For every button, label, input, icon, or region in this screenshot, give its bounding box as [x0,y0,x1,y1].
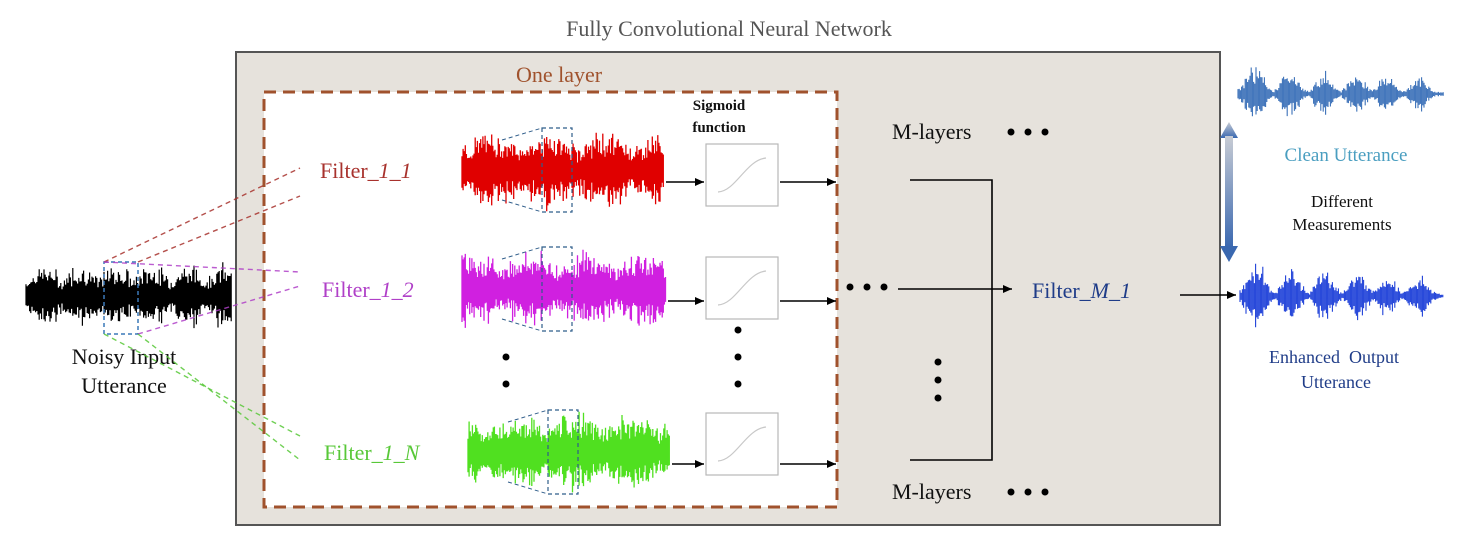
filter-label-2: Filter_1_2 [322,277,414,302]
layer-label-backdrop [520,62,638,90]
measurements-label-line1: Different [1311,192,1373,211]
sigmoid-curve-icon [717,426,767,462]
filter-row-3: Filter_1_N [324,409,836,495]
measurements-label-line2: Measurements [1292,215,1391,234]
middle-vertical-dots [934,358,942,402]
m-layers-top-dots [1007,128,1049,136]
filter-window-box [541,246,573,332]
enhanced-output-label-line2: Utterance [1301,372,1371,392]
filter-label-suffix: _1_2 [369,277,414,302]
vertical-dots-sigmoid [734,326,742,388]
filter-label-suffix: _1_1 [367,158,412,183]
one-layer-label: One layer [516,62,603,87]
sigmoid-label-line2: function [692,120,746,136]
filter-row-1: Filter_1_1 [320,127,836,213]
clean-utterance-label: Clean Utterance [1285,145,1408,166]
filter-label-3: Filter_1_N [324,440,421,465]
sigmoid-curve-icon [717,157,767,193]
noisy-input-label-line2: Utterance [81,373,167,398]
merge-bracket [898,179,1012,461]
final-filter-label: Filter_M_1 [1032,278,1131,303]
sigmoid-curve-icon [717,270,767,306]
filter-window-box [547,409,579,495]
filter-label-suffix: _1_N [371,440,421,465]
filter-waveform-1 [461,132,664,212]
noisy-input-label-line1: Noisy Input [72,344,177,369]
filter-label-prefix: Filter [322,277,370,302]
filter-label-prefix: Filter [324,440,372,465]
measurement-arrow [1220,122,1238,262]
noisy-window-box [103,261,139,335]
filter-label-prefix: Filter [320,158,368,183]
m-layers-bottom-dots [1007,488,1049,496]
diagram-title: Fully Convolutional Neural Network [566,16,892,41]
sigmoid-label-line1: Sigmoid [693,98,746,114]
filter-row-2: Filter_1_2 [322,246,836,332]
m-layers-top-label: M-layers [892,119,971,144]
input-connectors [103,167,301,461]
m-layers-bottom-label: M-layers [892,479,971,504]
vertical-dots-waves [502,353,510,388]
filter-label-1: Filter_1_1 [320,158,412,183]
enhanced-output-label-line1: Enhanced Output [1269,347,1399,367]
filter-window-box [541,127,573,213]
enhanced-output-waveform [1239,263,1444,328]
filter-waveform-3 [467,411,670,493]
middle-horizontal-dots [846,283,888,291]
noisy-input-waveform [25,262,232,329]
filter-waveform-2 [461,249,667,328]
clean-utterance-waveform [1237,67,1444,117]
